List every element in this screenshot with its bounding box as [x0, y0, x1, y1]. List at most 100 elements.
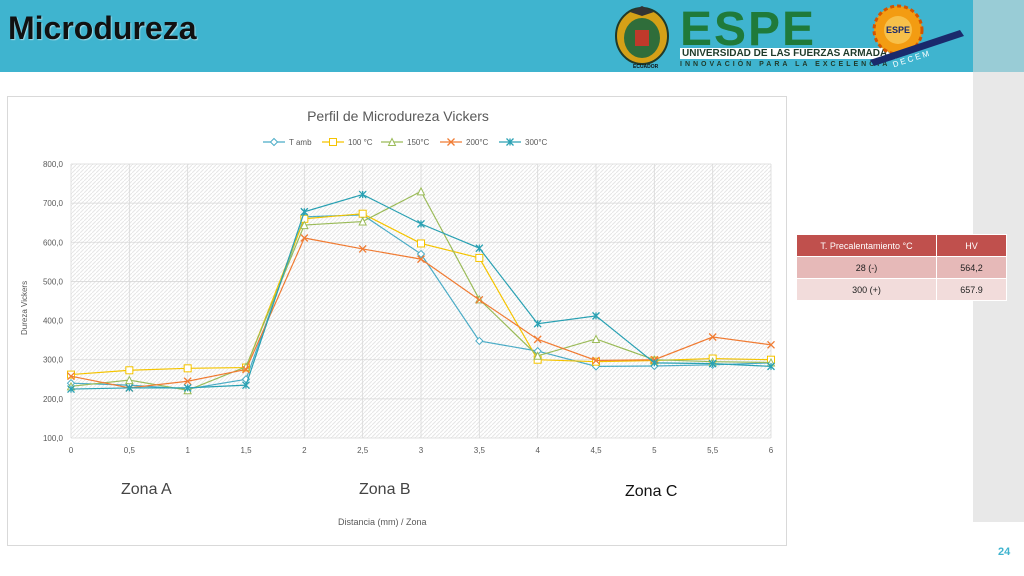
- seal-caption: ECUADOR: [633, 64, 659, 70]
- marker-x: [708, 333, 717, 341]
- marker-square: [329, 138, 337, 146]
- data-point: [708, 333, 717, 341]
- microhardness-chart: Perfil de Microdureza Vickers T amb 100 °…: [43, 108, 776, 455]
- legend-label: 150°C: [407, 138, 430, 147]
- data-point: [416, 186, 426, 196]
- marker-x: [767, 340, 775, 349]
- data-point: [592, 311, 600, 320]
- chart-frame: Perfil de Microdureza Vickers T amb 100 °…: [7, 96, 787, 546]
- x-tick-label: 0: [69, 446, 74, 455]
- data-point: [417, 255, 425, 264]
- marker-x: [417, 255, 425, 264]
- y-tick-label: 100,0: [43, 434, 64, 443]
- marker-star: [533, 319, 542, 328]
- legend-marker: [447, 138, 455, 146]
- marker-x: [447, 138, 455, 146]
- zone-b-label: Zona B: [359, 481, 411, 498]
- data-point: [416, 249, 426, 259]
- plot-area: 100,0 200,0 300,0 400,0 500,0 600,0 700,0 800,0…: [43, 160, 776, 455]
- data-point: [67, 385, 75, 394]
- data-point: [475, 295, 484, 304]
- logo-slogan: INNOVACIÓN PARA LA EXCELENCIA: [680, 61, 891, 68]
- logo-wordmark: ESPE: [680, 3, 817, 56]
- x-tick-label: 0,5: [124, 446, 136, 455]
- table-cell-temp: 28 (-): [796, 256, 937, 279]
- data-point: [300, 207, 309, 216]
- x-tick-label: 2,5: [357, 446, 369, 455]
- data-point: [183, 364, 192, 373]
- data-point: [358, 244, 367, 253]
- data-point: [708, 359, 717, 368]
- data-point: [650, 358, 659, 367]
- table-row: 300 (+) 657.9: [796, 278, 1007, 301]
- marker-x: [183, 377, 192, 386]
- legend-label: 300°C: [525, 138, 548, 147]
- marker-diamond: [475, 336, 484, 346]
- marker-triangle: [358, 216, 367, 226]
- legend-label: 200°C: [466, 138, 489, 147]
- marker-triangle: [387, 137, 397, 146]
- marker-triangle: [416, 186, 426, 196]
- data-point: [592, 357, 600, 366]
- data-point: [358, 216, 367, 226]
- marker-star: [300, 207, 309, 216]
- marker-x: [358, 244, 367, 253]
- data-point: [125, 366, 134, 375]
- page-number: 24: [998, 546, 1011, 558]
- marker-star: [650, 358, 659, 367]
- marker-x: [300, 234, 309, 242]
- header-accent: [973, 0, 1024, 72]
- chart-legend: T amb 100 °C 150°C 200°C 300°C: [263, 137, 548, 147]
- slide-title: Microdureza: [8, 10, 197, 46]
- marker-diamond: [269, 137, 279, 147]
- y-tick-label: 300,0: [43, 356, 64, 365]
- marker-square: [417, 239, 425, 248]
- y-axis-label: Dureza Vickers: [20, 280, 29, 335]
- seal-icon: ECUADOR: [615, 6, 669, 70]
- marker-x: [475, 295, 484, 304]
- legend-marker: [506, 138, 514, 146]
- table-cell-hv: 657.9: [936, 278, 1007, 301]
- marker-x: [533, 335, 542, 344]
- data-point: [183, 377, 192, 386]
- x-tick-label: 2: [302, 446, 307, 455]
- data-point: [300, 234, 309, 242]
- preheat-table: T. Precalentamiento °C HV 28 (-) 564,2 3…: [796, 234, 1007, 301]
- data-point: [592, 356, 600, 365]
- legend-label: T amb: [289, 138, 312, 147]
- marker-x: [67, 372, 75, 381]
- data-point: [242, 381, 250, 390]
- data-point: [183, 383, 192, 392]
- y-tick-label: 400,0: [43, 317, 64, 326]
- marker-triangle: [300, 220, 309, 230]
- x-tick-label: 5,5: [707, 446, 719, 455]
- x-axis-label: Distancia (mm) / Zona: [338, 517, 427, 527]
- data-point: [767, 362, 775, 371]
- marker-star: [67, 385, 75, 394]
- zone-a-label: Zona A: [121, 481, 172, 498]
- marker-star: [125, 383, 134, 392]
- marker-star: [475, 244, 484, 253]
- marker-x: [592, 356, 600, 365]
- data-point: [533, 335, 542, 344]
- data-point: [533, 351, 542, 360]
- table-header-row: T. Precalentamiento °C HV: [796, 234, 1007, 257]
- x-tick-label: 4: [535, 446, 540, 455]
- header-bar: [0, 0, 973, 72]
- data-point: [533, 319, 542, 328]
- y-tick-label: 500,0: [43, 277, 64, 286]
- legend-marker: [387, 137, 397, 146]
- chart-title: Perfil de Microdureza Vickers: [307, 108, 489, 124]
- marker-star: [592, 311, 600, 320]
- marker-square: [475, 253, 484, 262]
- data-point: [475, 336, 484, 346]
- y-tick-label: 800,0: [43, 160, 64, 169]
- marker-star: [417, 219, 425, 228]
- data-point: [125, 375, 134, 385]
- marker-square: [183, 364, 192, 373]
- marker-star: [242, 381, 250, 390]
- legend-marker: [269, 137, 279, 147]
- table-cell-hv: 564,2: [936, 256, 1007, 279]
- table-cell-temp: 300 (+): [796, 278, 937, 301]
